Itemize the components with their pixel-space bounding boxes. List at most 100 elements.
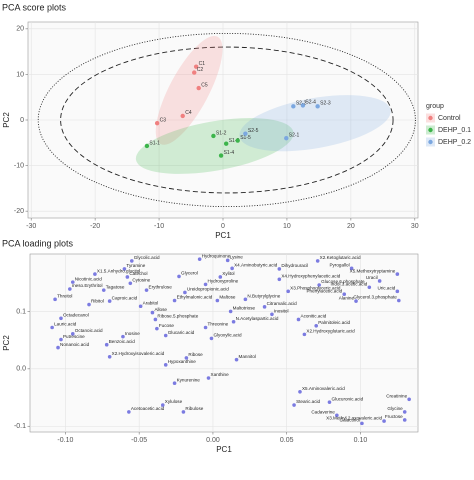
loading-point [298,390,302,394]
point-label: Erythrulose [149,284,173,289]
loading-point [93,272,97,276]
point-label: Citramalic.acid [267,301,298,306]
x-tick-label: -30 [26,223,36,230]
loading-point [209,336,214,341]
score-point [211,133,216,139]
point-label: Threonine [208,322,229,327]
loading-point [50,325,54,330]
point-label: Glucose.6.phosphate [321,279,365,284]
loading-point [292,403,296,407]
point-label: S1-4 [224,150,235,156]
score-point [300,103,306,108]
legend-marker [428,139,433,145]
score-point [315,104,320,109]
x-tick-label: 10 [283,223,291,230]
point-label: Alanine [339,295,355,300]
point-label: Nonanoic.acid [60,342,90,347]
score-point [218,153,224,158]
loading-point [402,418,407,422]
point-label: C3 [160,118,167,124]
point-label: Xylitol [222,271,234,276]
point-label: X2.Hydroxyisovaleric.acid [112,351,165,356]
point-label: Glucuronic.acid [331,396,363,401]
score-point [192,70,197,75]
loading-point [397,298,401,303]
loading-point [382,419,386,423]
point-label: Creatinine [386,393,407,398]
loading-point [225,258,230,263]
loading-point [87,302,91,307]
loading-point [107,299,112,303]
point-label: Glycine [387,406,403,411]
point-label: Lauric.acid [54,322,77,327]
point-label: Ureidopropionic.acid [187,287,229,292]
point-label: X5.Aminovaleric.acid [302,386,345,391]
loading-point [70,332,75,336]
loading-point [335,413,339,418]
x-tick-label: 0 [221,223,225,230]
x-tick-label: -0.10 [57,437,73,444]
loading-point [270,312,274,317]
y-tick-label: 0 [20,117,24,124]
loading-point [101,288,106,292]
score-point [193,64,199,69]
point-label: Cytosine [132,278,150,283]
point-label: Ribulose [185,406,203,411]
group-ellipse [239,95,391,152]
x-tick-label: 0.00 [206,437,220,444]
y-axis-label: PC2 [2,112,11,128]
loading-point [402,410,407,414]
loading-point [231,319,236,324]
point-label: Aconitic.acid [301,314,327,319]
loading-point [215,298,220,303]
loading-point [56,345,60,350]
loading-point [59,316,63,321]
loading-point [377,279,382,283]
loading-point [349,266,354,271]
loading-point [302,332,307,337]
point-label: S1-3 [229,138,240,144]
point-label: X2.Ketoglutaric.acid [320,255,361,260]
point-label: Allose [154,307,167,312]
reference-ellipse [60,46,394,194]
point-label: Phenylacetic.acid [306,288,342,293]
point-label: Octanoic.acid [75,328,103,333]
point-label: S1-5 [240,135,251,141]
point-label: Galactinol [340,418,360,423]
point-label: X4.Aminobutyric.acid [234,263,278,268]
score-point [235,138,240,143]
point-label: Kynurenine [177,377,201,382]
point-label: N.Acetylaspartic.acid [236,316,279,321]
point-label: Dihydrouracil [281,263,308,268]
loading-point [360,421,364,426]
loading-point [315,259,320,263]
legend-marker [428,115,433,121]
loading-point [160,403,165,407]
point-label: X3.Phosphoglyceric.acid [290,286,341,291]
loading-point [234,357,239,362]
point-label: X1.5.Anhydro.glucitol [97,268,140,273]
loading-point [163,363,168,367]
chart-title: PCA score plots [2,2,67,12]
point-label: Tagatose [106,284,125,289]
point-label: Lysine [230,255,244,260]
point-label: Cadaverine [311,410,335,415]
point-label: X4.Hydroxyphenylacetic.acid [281,273,340,278]
legend-marker [428,127,433,133]
x-tick-label: -10 [154,223,164,230]
plot-panel [29,253,419,433]
point-label: Glycerol.3.phosphate [353,295,397,300]
x-tick-label: 0.10 [354,437,368,444]
point-label: S2-4 [305,100,316,106]
loading-point [228,309,233,314]
point-label: Ribose.5.phosphate [157,314,198,319]
loading-point [181,410,186,414]
score-point [154,120,160,126]
point-label: Glycolic.acid [134,255,160,260]
loading-point [286,289,290,294]
point-label: Hydroquinone [202,253,231,258]
loading-point [277,277,282,282]
point-label: Stearic.acid [296,399,320,404]
